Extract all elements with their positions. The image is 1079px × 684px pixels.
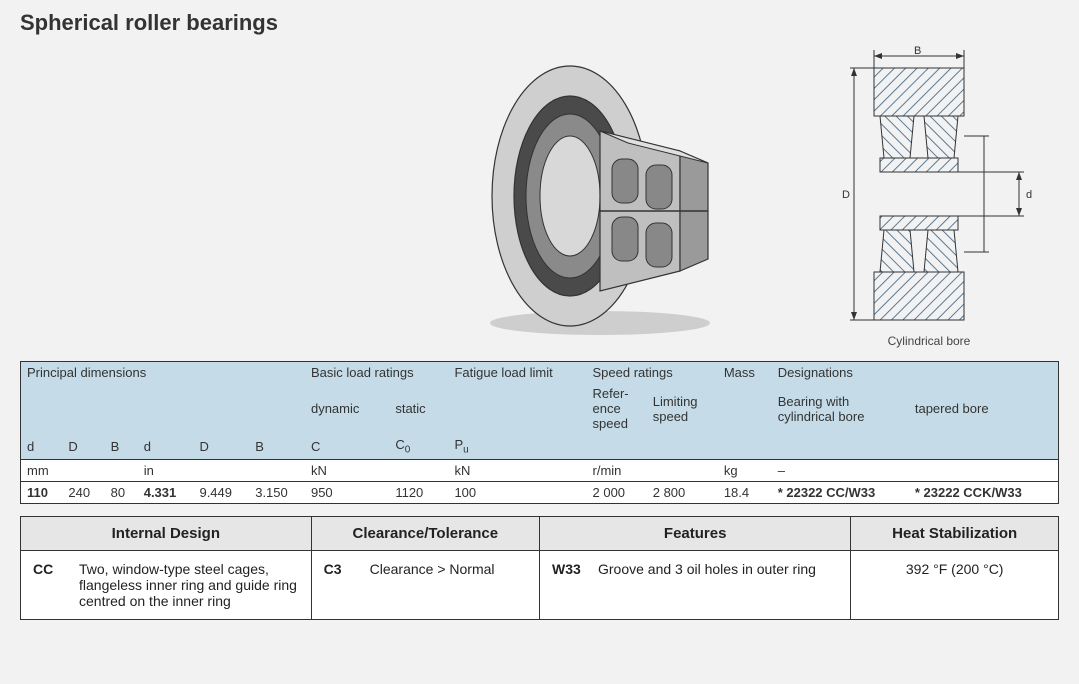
svg-text:d: d [1026, 189, 1032, 201]
bearing-svg [450, 51, 750, 341]
val-C0: 1120 [389, 481, 448, 503]
unit-kn: kN [305, 459, 448, 481]
col-d: d [21, 434, 63, 459]
page-root: Spherical roller bearings [0, 0, 1079, 684]
spec-table: Principal dimensions Basic load ratings … [20, 361, 1059, 504]
svg-text:D: D [842, 189, 850, 201]
hdr-internal: Internal Design [21, 516, 312, 550]
hero-section: B [20, 41, 1059, 351]
hdr-features: Features [539, 516, 850, 550]
hdr-heat: Heat Stabilization [851, 516, 1059, 550]
dim-svg: B [814, 46, 1044, 326]
cell-clearance: C3 Clearance > Normal [311, 550, 539, 619]
val-d-in: 4.331 [138, 481, 194, 503]
dimension-drawing: B [799, 41, 1059, 351]
cell-heat: 392 °F (200 °C) [851, 550, 1059, 619]
col-B: B [105, 434, 138, 459]
val-D: 240 [62, 481, 104, 503]
hdr-clearance: Clearance/Tolerance [311, 516, 539, 550]
val-mass: 18.4 [718, 481, 772, 503]
unit-dash: – [772, 459, 1059, 481]
unit-in: in [138, 459, 305, 481]
grp-basic-load: Basic load ratings [305, 362, 448, 384]
val-D-in: 9.449 [193, 481, 249, 503]
unit-mm: mm [21, 459, 138, 481]
col-d-in: d [138, 434, 194, 459]
dim-caption: Cylindrical bore [888, 334, 971, 348]
val-B-in: 3.150 [249, 481, 305, 503]
unit-kn2: kN [448, 459, 586, 481]
grp-speed: Speed ratings [587, 362, 718, 384]
bearing-render [400, 41, 799, 351]
svg-text:B: B [914, 46, 921, 57]
col-D: D [62, 434, 104, 459]
grp-fatigue: Fatigue load limit [448, 362, 586, 384]
sub-static: static [389, 383, 448, 434]
sub-lim: Limitingspeed [647, 383, 718, 434]
val-desig-tap: * 23222 CCK/W33 [909, 481, 1059, 503]
grp-mass: Mass [718, 362, 772, 384]
col-C0: C0 [389, 434, 448, 459]
sub-ref: Refer-encespeed [587, 383, 647, 434]
val-B: 80 [105, 481, 138, 503]
grp-principal: Principal dimensions [21, 362, 305, 384]
val-lim: 2 800 [647, 481, 718, 503]
val-ref: 2 000 [587, 481, 647, 503]
val-d: 110 [21, 481, 63, 503]
detail-table: Internal Design Clearance/Tolerance Feat… [20, 516, 1059, 620]
cell-features: W33 Groove and 3 oil holes in outer ring [539, 550, 850, 619]
unit-kg: kg [718, 459, 772, 481]
unit-rmin: r/min [587, 459, 718, 481]
page-title: Spherical roller bearings [20, 10, 1059, 36]
sub-cyl: Bearing withcylindrical bore [772, 383, 909, 434]
grp-desig: Designations [772, 362, 1059, 384]
col-D-in: D [193, 434, 249, 459]
sub-dynamic: dynamic [305, 383, 389, 434]
sub-tap: tapered bore [909, 383, 1059, 434]
val-desig-cyl: * 22322 CC/W33 [772, 481, 909, 503]
val-Pu: 100 [448, 481, 586, 503]
col-Pu: Pu [448, 434, 586, 459]
val-C: 950 [305, 481, 389, 503]
col-B-in: B [249, 434, 305, 459]
cell-internal: CC Two, window-type steel cages, flangel… [21, 550, 312, 619]
col-C: C [305, 434, 389, 459]
